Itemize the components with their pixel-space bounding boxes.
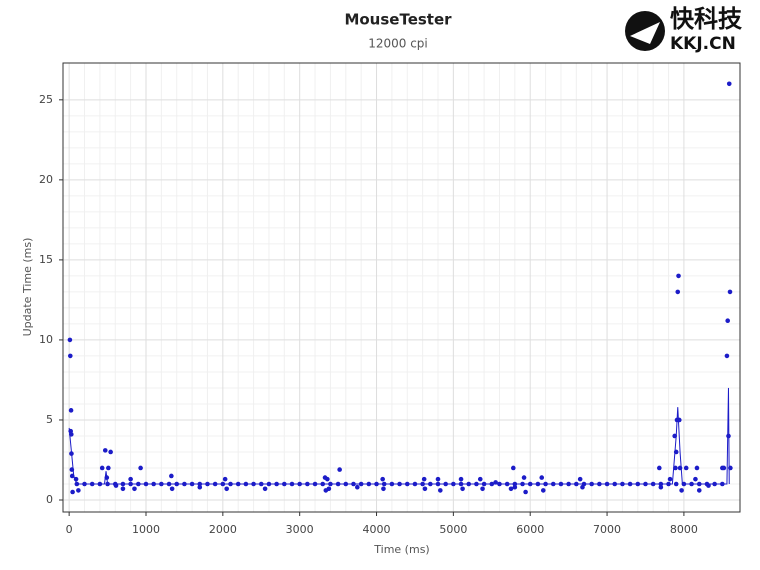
data-point [727, 289, 733, 295]
data-point [421, 476, 427, 482]
data-point [673, 481, 679, 487]
x-tick-label: 2000 [209, 523, 237, 536]
data-point [326, 486, 332, 492]
data-point [508, 486, 514, 492]
y-tick-label: 15 [39, 253, 53, 266]
data-point [169, 473, 174, 479]
data-point [224, 486, 229, 492]
y-tick-label: 0 [46, 493, 53, 506]
data-point [693, 476, 698, 482]
data-point [458, 476, 464, 482]
data-point [169, 486, 175, 492]
x-tick-label: 8000 [670, 523, 698, 536]
data-point [694, 465, 700, 471]
data-point [197, 484, 203, 490]
chart-title: MouseTester [344, 11, 452, 29]
data-point [380, 476, 385, 482]
data-point [120, 486, 126, 492]
data-point [683, 465, 689, 471]
y-axis-label: Update Time (ms) [21, 238, 34, 337]
data-point [696, 488, 702, 493]
data-point [477, 476, 483, 482]
x-tick-label: 0 [66, 523, 73, 536]
data-point [438, 488, 443, 493]
data-point [106, 465, 111, 471]
x-axis-label: Time (ms) [373, 543, 429, 556]
data-point [676, 417, 682, 423]
x-tick-label: 7000 [593, 523, 621, 536]
data-point [262, 486, 268, 492]
data-point [68, 408, 74, 413]
data-point [70, 489, 75, 495]
data-point [673, 465, 678, 471]
data-point [222, 476, 228, 482]
logo-icon-shape [630, 22, 660, 44]
data-point [667, 476, 673, 482]
data-point [435, 476, 441, 482]
plot-frame [62, 62, 741, 513]
data-point [512, 484, 518, 490]
x-tick-label: 6000 [516, 523, 544, 536]
logo: 快科技 KKJ.CN [625, 5, 743, 54]
data-point [76, 488, 81, 493]
x-tick-label: 3000 [286, 523, 314, 536]
data-point [676, 273, 681, 279]
data-point [580, 484, 585, 490]
data-point [521, 475, 527, 480]
series-line [68, 387, 730, 485]
data-point [355, 484, 360, 490]
y-tick-label: 25 [39, 93, 53, 106]
logo-url: KKJ.CN [670, 34, 736, 54]
plot [67, 81, 733, 495]
data-point [138, 465, 143, 471]
data-point [577, 476, 583, 482]
y-tick-label: 10 [39, 333, 53, 346]
chart-subtitle: 12000 cpi [368, 37, 428, 51]
data-point [128, 476, 133, 482]
data-point [460, 486, 465, 492]
data-point [422, 486, 428, 492]
data-point [539, 475, 545, 480]
data-point [325, 476, 330, 482]
data-point [132, 486, 137, 492]
y-tick-label: 20 [39, 173, 53, 186]
data-point [540, 488, 546, 493]
data-point [679, 488, 684, 493]
data-point [725, 318, 731, 324]
data-point [657, 465, 662, 471]
logo-text: 快科技 [670, 5, 743, 33]
data-point [67, 337, 73, 343]
data-point [523, 489, 528, 495]
data-point [108, 449, 113, 455]
x-tick-label: 4000 [363, 523, 391, 536]
x-tick-label: 5000 [439, 523, 467, 536]
data-point [381, 486, 386, 492]
data-point [99, 465, 105, 471]
data-point [658, 484, 664, 490]
y-tick-label: 5 [46, 413, 53, 426]
data-point [511, 465, 516, 471]
data-point [724, 353, 730, 359]
data-point [337, 467, 342, 472]
data-point [721, 465, 727, 471]
x-tick-label: 1000 [132, 523, 160, 536]
data-point [480, 486, 485, 492]
data-point [726, 81, 732, 87]
data-point [675, 289, 681, 295]
data-point [68, 353, 73, 359]
data-point [102, 448, 108, 453]
